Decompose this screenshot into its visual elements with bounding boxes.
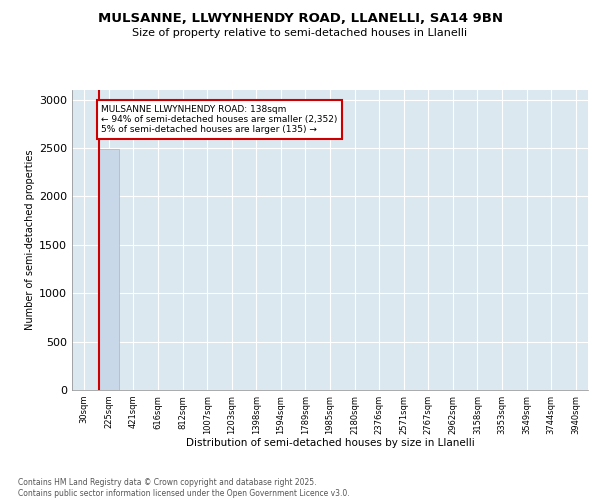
Bar [99,150,119,390]
Y-axis label: Number of semi-detached properties: Number of semi-detached properties [25,150,35,330]
Text: Size of property relative to semi-detached houses in Llanelli: Size of property relative to semi-detach… [133,28,467,38]
Text: MULSANNE LLWYNHENDY ROAD: 138sqm
← 94% of semi-detached houses are smaller (2,35: MULSANNE LLWYNHENDY ROAD: 138sqm ← 94% o… [101,104,338,134]
X-axis label: Distribution of semi-detached houses by size in Llanelli: Distribution of semi-detached houses by … [185,438,475,448]
Text: MULSANNE, LLWYNHENDY ROAD, LLANELLI, SA14 9BN: MULSANNE, LLWYNHENDY ROAD, LLANELLI, SA1… [97,12,503,26]
Text: Contains HM Land Registry data © Crown copyright and database right 2025.
Contai: Contains HM Land Registry data © Crown c… [18,478,350,498]
